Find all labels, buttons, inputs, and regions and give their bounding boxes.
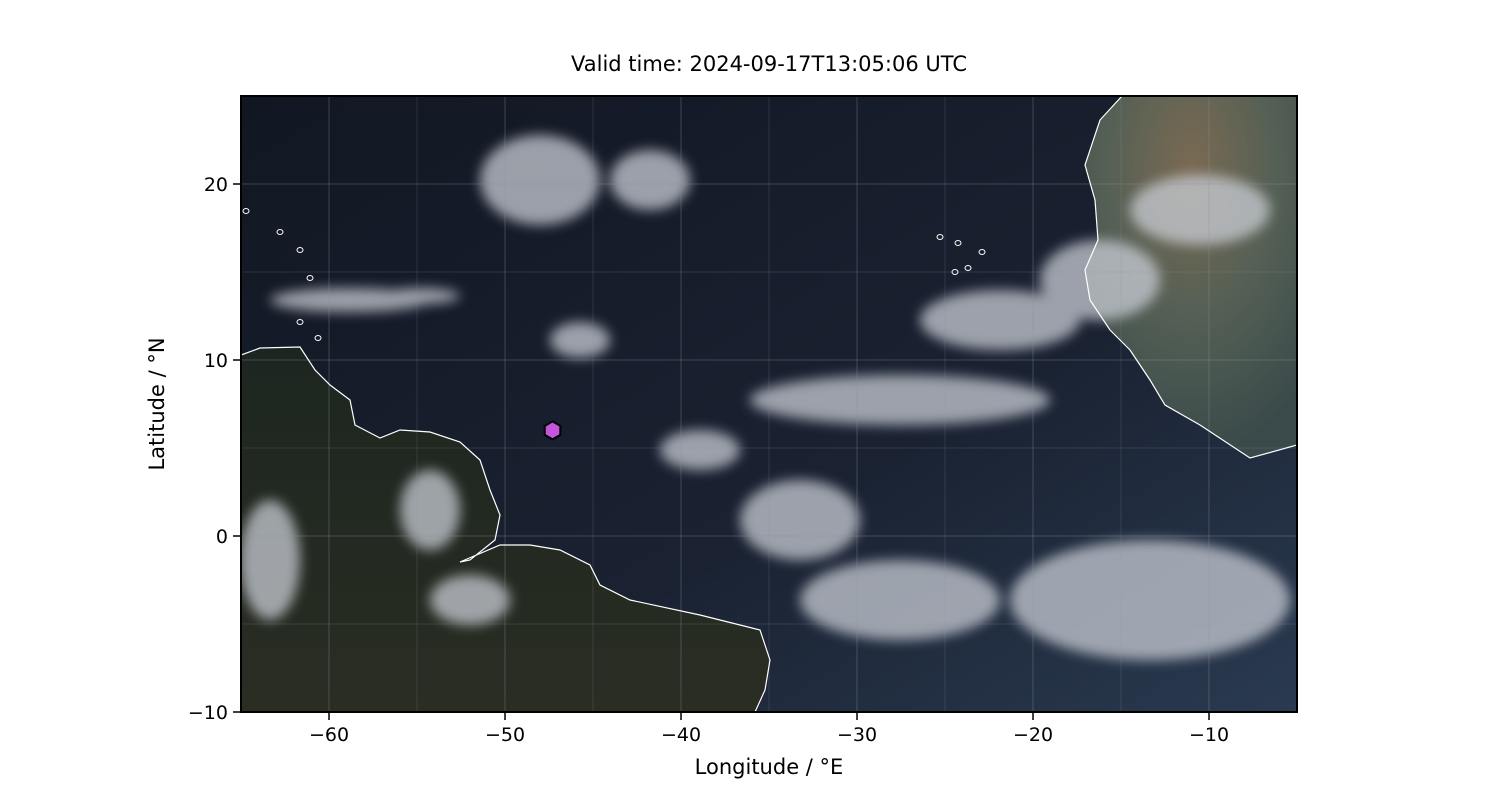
- island-coastline: [242, 208, 250, 214]
- y-tick-label: 20: [204, 174, 228, 196]
- cloud: [610, 150, 690, 210]
- x-tick-label: −50: [485, 724, 525, 746]
- island-coastline: [314, 335, 322, 341]
- island-coastline: [296, 247, 304, 253]
- hexagon-marker: [543, 420, 562, 441]
- cloud: [660, 430, 740, 470]
- island-coastline: [276, 229, 284, 235]
- island-coastline: [954, 240, 962, 246]
- satellite-image: [241, 96, 1297, 712]
- x-tick-label: −10: [1189, 724, 1229, 746]
- x-axis-label: Longitude / °E: [694, 755, 844, 779]
- cloud: [920, 290, 1080, 350]
- map-title: Valid time: 2024-09-17T13:05:06 UTC: [571, 52, 967, 76]
- cloud: [550, 322, 610, 358]
- cloud: [480, 135, 600, 225]
- cloud: [241, 500, 300, 620]
- island-coastline: [978, 249, 986, 255]
- cloud: [430, 575, 510, 625]
- y-tick-label: 0: [216, 526, 228, 548]
- coastline-africa: [1084, 96, 1297, 459]
- x-tick-label: −20: [1013, 724, 1053, 746]
- cloud: [800, 560, 1000, 640]
- south-america-land: [241, 347, 770, 712]
- y-tick-label: −10: [188, 702, 228, 724]
- island-coastline: [964, 265, 972, 271]
- y-tick-label: 10: [204, 350, 228, 372]
- x-tick-label: −40: [661, 724, 701, 746]
- cloud: [1040, 240, 1160, 320]
- x-tick-label: −60: [309, 724, 349, 746]
- x-tick-label: −30: [837, 724, 877, 746]
- island-coastline: [296, 319, 304, 325]
- cloud: [740, 480, 860, 560]
- island-coastline: [951, 269, 959, 275]
- plot-frame: [240, 95, 1298, 713]
- coastline-south-america: [241, 346, 771, 712]
- island-coastline: [936, 234, 944, 240]
- cloud: [1130, 175, 1270, 245]
- cloud: [380, 288, 460, 304]
- cloud: [750, 375, 1050, 425]
- island-coastline: [306, 275, 314, 281]
- cloud: [400, 470, 460, 550]
- cloud: [1010, 540, 1290, 660]
